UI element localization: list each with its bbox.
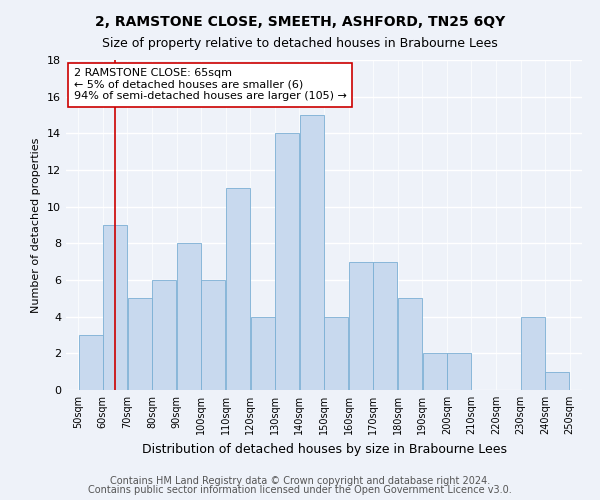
Bar xyxy=(422,354,446,390)
Text: Contains HM Land Registry data © Crown copyright and database right 2024.: Contains HM Land Registry data © Crown c… xyxy=(110,476,490,486)
Bar xyxy=(103,225,127,390)
Bar xyxy=(152,280,176,390)
Bar xyxy=(299,115,324,390)
Bar xyxy=(202,280,226,390)
Bar xyxy=(251,316,275,390)
Y-axis label: Number of detached properties: Number of detached properties xyxy=(31,138,41,312)
Text: 2, RAMSTONE CLOSE, SMEETH, ASHFORD, TN25 6QY: 2, RAMSTONE CLOSE, SMEETH, ASHFORD, TN25… xyxy=(95,15,505,29)
Bar xyxy=(398,298,422,390)
Text: 2 RAMSTONE CLOSE: 65sqm
← 5% of detached houses are smaller (6)
94% of semi-deta: 2 RAMSTONE CLOSE: 65sqm ← 5% of detached… xyxy=(74,68,347,102)
X-axis label: Distribution of detached houses by size in Brabourne Lees: Distribution of detached houses by size … xyxy=(142,442,506,456)
Bar xyxy=(545,372,569,390)
Bar xyxy=(324,316,349,390)
Bar xyxy=(447,354,471,390)
Text: Contains public sector information licensed under the Open Government Licence v3: Contains public sector information licen… xyxy=(88,485,512,495)
Bar xyxy=(275,134,299,390)
Bar xyxy=(226,188,250,390)
Text: Size of property relative to detached houses in Brabourne Lees: Size of property relative to detached ho… xyxy=(102,38,498,51)
Bar xyxy=(79,335,103,390)
Bar xyxy=(373,262,397,390)
Bar xyxy=(349,262,373,390)
Bar xyxy=(128,298,152,390)
Bar xyxy=(521,316,545,390)
Bar xyxy=(177,244,201,390)
